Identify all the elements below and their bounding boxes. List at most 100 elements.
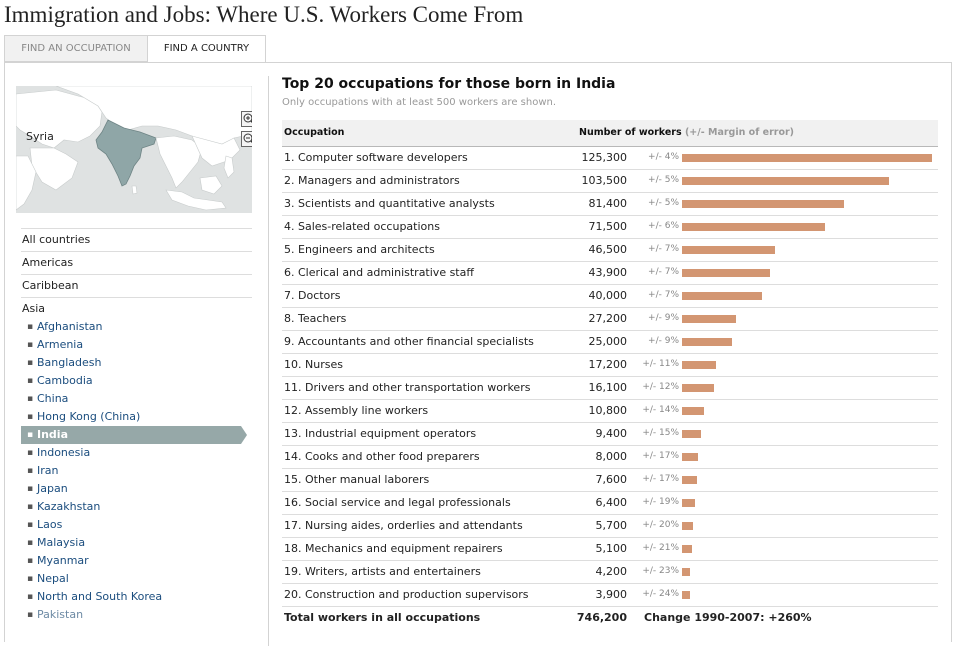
worker-bar [682, 430, 701, 438]
country-item[interactable]: ▪ Armenia [21, 336, 241, 354]
bullet-icon: ▪ [27, 412, 34, 422]
bullet-icon: ▪ [27, 592, 34, 602]
worker-count: 9,400 [595, 427, 628, 440]
table-row: 17. Nursing aides, orderlies and attenda… [282, 515, 938, 538]
margin-of-error: +/- 5% [648, 198, 679, 208]
table-row: 13. Industrial equipment operators 9,400 +… [282, 423, 938, 446]
bullet-icon: ▪ [27, 322, 34, 332]
country-item[interactable]: ▪ Myanmar [21, 552, 241, 570]
table-row: 4. Sales-related occupations 71,500 +/- 6% [282, 216, 938, 239]
country-item-selected[interactable]: ▪ India [21, 426, 247, 444]
country-name: China [37, 392, 69, 405]
country-item[interactable]: ▪ Japan [21, 480, 241, 498]
bullet-icon: ▪ [27, 448, 34, 458]
country-item[interactable]: ▪ China [21, 390, 241, 408]
margin-of-error: +/- 17% [642, 474, 679, 484]
worker-bar [682, 591, 690, 599]
total-workers: 746,200 [576, 611, 627, 624]
margin-of-error: +/- 7% [648, 244, 679, 254]
worker-bar [682, 200, 844, 208]
worker-bar [682, 568, 690, 576]
worker-bar [682, 338, 732, 346]
table-header: Occupation Number of workers (+/- Margin… [282, 120, 938, 147]
worker-count: 40,000 [588, 289, 628, 302]
worker-count: 5,700 [595, 519, 628, 532]
margin-of-error: +/- 14% [642, 405, 679, 415]
country-item[interactable]: ▪ North and South Korea [21, 588, 241, 606]
worker-count: 27,200 [588, 312, 628, 325]
worker-bar [682, 223, 825, 231]
country-item[interactable]: ▪ Bangladesh [21, 354, 241, 372]
region-americas[interactable]: Americas [21, 252, 252, 275]
table-row: 18. Mechanics and equipment repairers 5,1… [282, 538, 938, 561]
map-africa-horn [16, 155, 37, 211]
region-all-countries[interactable]: All countries [21, 228, 252, 252]
country-item[interactable]: ▪ Pakistan [21, 606, 241, 624]
region-asia[interactable]: Asia [22, 302, 46, 315]
occupation-name: 12. Assembly line workers [284, 404, 429, 417]
bullet-icon: ▪ [27, 610, 34, 620]
tab-find-occupation[interactable]: FIND AN OCCUPATION [4, 35, 148, 62]
table-row: 10. Nurses 17,200 +/- 11% [282, 354, 938, 377]
map-arabia [29, 147, 79, 191]
country-item[interactable]: ▪ Nepal [21, 570, 241, 588]
bullet-icon: ▪ [27, 430, 34, 440]
map-indonesia [165, 189, 227, 211]
occupation-name: 3. Scientists and quantitative analysts [284, 197, 495, 210]
margin-of-error: +/- 9% [648, 313, 679, 323]
zoom-out-button[interactable] [241, 131, 252, 147]
table-total-row: Total workers in all occupations 746,200… [282, 607, 938, 629]
country-item[interactable]: ▪ Malaysia [21, 534, 241, 552]
margin-of-error: +/- 15% [642, 428, 679, 438]
margin-of-error: +/- 7% [648, 267, 679, 277]
table-row: 1. Computer software developers 125,300 +/… [282, 147, 938, 170]
region-list: All countries Americas Caribbean Asia [21, 228, 252, 320]
map-india [95, 119, 157, 187]
worker-count: 17,200 [588, 358, 628, 371]
country-name: Pakistan [37, 608, 84, 621]
worker-count: 3,900 [595, 588, 628, 601]
country-item[interactable]: ▪ Afghanistan [21, 318, 241, 336]
country-item[interactable]: ▪ Iran [21, 462, 241, 480]
country-item[interactable]: ▪ Kazakhstan [21, 498, 241, 516]
zoom-in-button[interactable] [241, 111, 252, 127]
bullet-icon: ▪ [27, 340, 34, 350]
total-label: Total workers in all occupations [284, 611, 481, 624]
occupation-name: 10. Nurses [284, 358, 343, 371]
occupation-name: 15. Other manual laborers [284, 473, 430, 486]
bullet-icon: ▪ [27, 538, 34, 548]
table-row: 16. Social service and legal professiona… [282, 492, 938, 515]
country-item[interactable]: ▪ Cambodia [21, 372, 241, 390]
country-item[interactable]: ▪ Laos [21, 516, 241, 534]
table-title: Top 20 occupations for those born in Ind… [282, 76, 616, 92]
occupation-name: 4. Sales-related occupations [284, 220, 440, 233]
table-row: 9. Accountants and other financial speci… [282, 331, 938, 354]
occupation-name: 17. Nursing aides, orderlies and attenda… [284, 519, 523, 532]
worker-count: 10,800 [588, 404, 628, 417]
bullet-icon: ▪ [27, 376, 34, 386]
table-subtitle: Only occupations with at least 500 worke… [282, 97, 557, 108]
occupation-name: 7. Doctors [284, 289, 341, 302]
margin-of-error: +/- 4% [648, 152, 679, 162]
occupation-name: 5. Engineers and architects [284, 243, 435, 256]
table-row: 14. Cooks and other food preparers 8,000 +… [282, 446, 938, 469]
tab-find-country[interactable]: FIND A COUNTRY [147, 35, 266, 63]
occupation-name: 11. Drivers and other transportation wor… [284, 381, 531, 394]
country-item[interactable]: ▪ Indonesia [21, 444, 241, 462]
header-moe-label: (+/- Margin of error) [684, 127, 795, 138]
region-map[interactable]: Syria [16, 86, 252, 213]
country-name: North and South Korea [37, 590, 163, 603]
region-caribbean[interactable]: Caribbean [21, 275, 252, 298]
map-borneo [199, 175, 223, 195]
total-change: Change 1990-2007: +260% [644, 611, 812, 624]
country-name: Malaysia [37, 536, 86, 549]
occupation-name: 19. Writers, artists and entertainers [284, 565, 481, 578]
worker-bar [682, 292, 762, 300]
worker-count: 5,100 [595, 542, 628, 555]
map-southeast-asia [155, 135, 203, 189]
country-name: Indonesia [37, 446, 91, 459]
occupation-name: 16. Social service and legal professiona… [284, 496, 511, 509]
margin-of-error: +/- 12% [642, 382, 679, 392]
margin-of-error: +/- 21% [642, 543, 679, 553]
country-item[interactable]: ▪ Hong Kong (China) [21, 408, 241, 426]
